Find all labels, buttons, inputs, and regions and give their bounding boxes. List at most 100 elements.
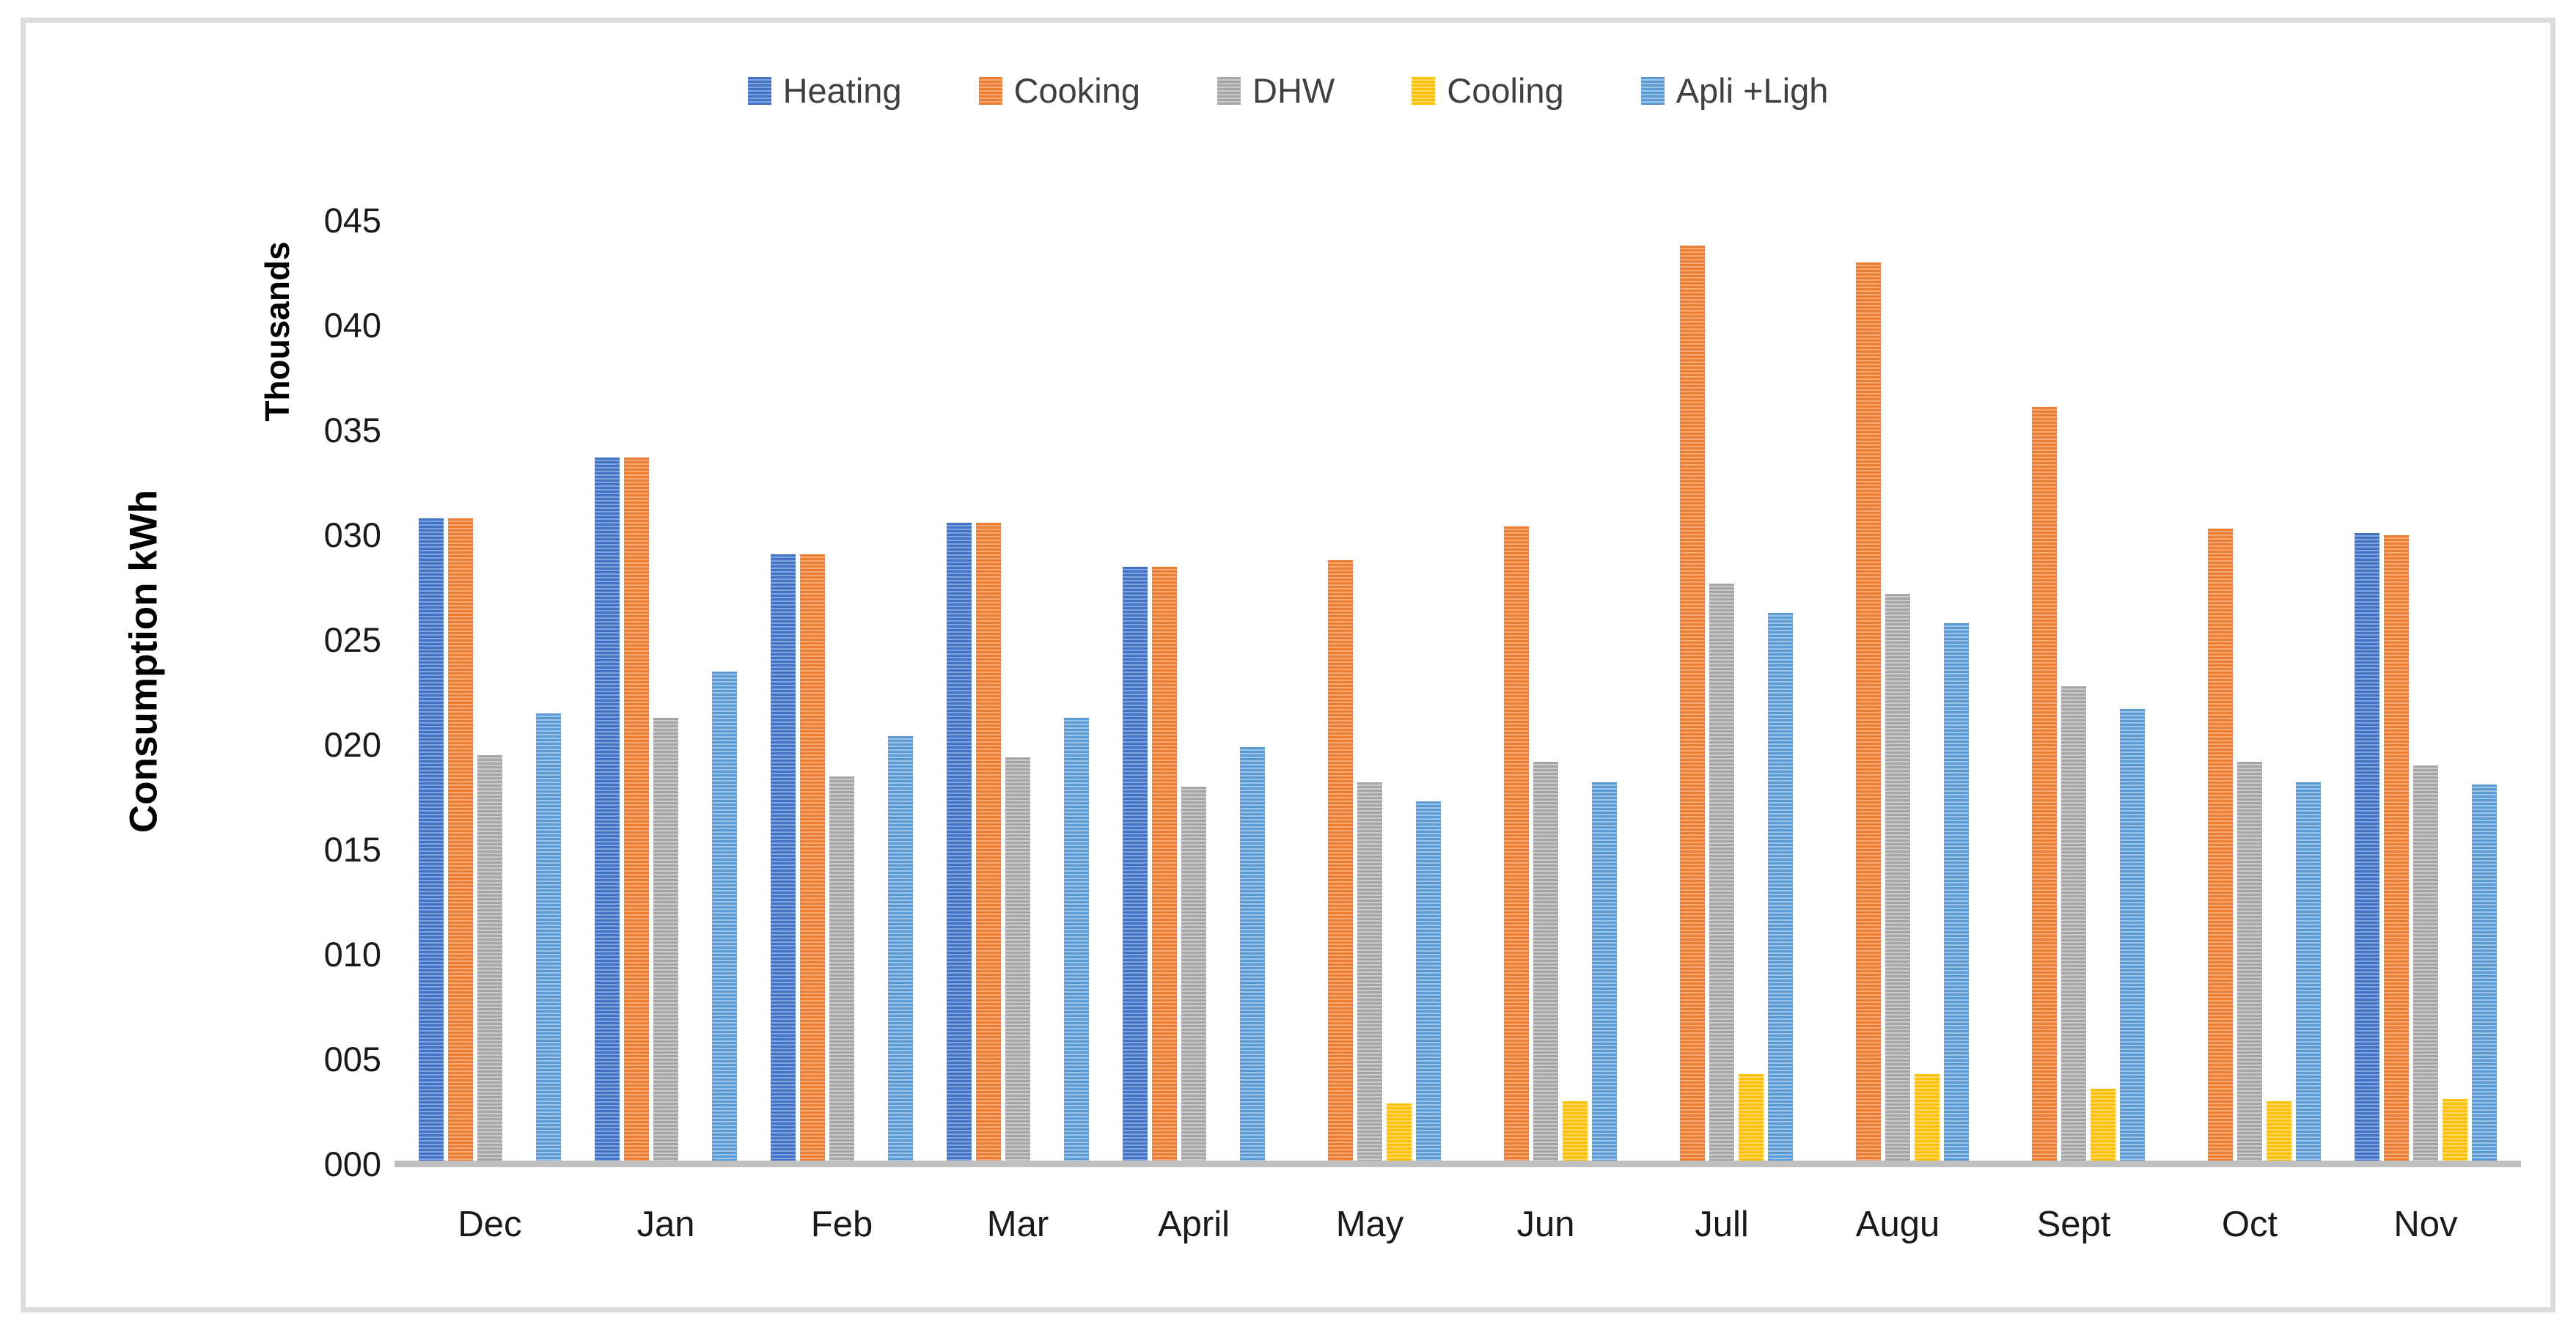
y-tick-label: 000 — [323, 1145, 381, 1183]
bar-cooling-nov — [2443, 1099, 2467, 1162]
x-axis-line — [395, 1161, 2521, 1167]
bar-dhw-dec — [477, 755, 502, 1162]
legend-swatch-icon — [1217, 76, 1241, 105]
bar-group-jull — [1634, 218, 1810, 1162]
bar-heating-feb — [771, 554, 796, 1162]
month-label-april: April — [1157, 1205, 1230, 1244]
bar-cooking-nov — [2384, 535, 2409, 1162]
bar-dhw-jull — [1709, 584, 1734, 1162]
month-label-feb: Feb — [810, 1205, 873, 1244]
bar-group-nov — [2338, 218, 2514, 1162]
month-label-nov: Nov — [2393, 1205, 2458, 1244]
month-label-mar: Mar — [986, 1205, 1049, 1244]
legend-label: Apli +Ligh — [1676, 71, 1829, 110]
bar-group-sept — [1986, 218, 2162, 1162]
legend-swatch-icon — [1412, 76, 1436, 105]
y-tick-label: 045 — [323, 201, 381, 240]
y-tick-label: 035 — [323, 411, 381, 449]
bar-cooking-oct — [2208, 529, 2233, 1162]
legend-item-heating: Heating — [747, 70, 902, 111]
bar-apli-ligh-may — [1416, 801, 1441, 1162]
bar-heating-nov — [2355, 533, 2379, 1162]
bar-cooking-mar — [976, 523, 1001, 1162]
month-label-jull: Jull — [1695, 1205, 1749, 1244]
bar-group-oct — [2162, 218, 2338, 1162]
legend-label: Cooling — [1447, 71, 1564, 110]
bar-dhw-april — [1181, 787, 1206, 1162]
legend-label: Cooking — [1013, 71, 1141, 110]
bar-dhw-nov — [2413, 765, 2438, 1162]
month-label-dec: Dec — [458, 1205, 522, 1244]
legend-label: Heating — [782, 71, 902, 110]
legend-item-cooking: Cooking — [978, 70, 1141, 111]
legend-swatch-icon — [1640, 76, 1665, 105]
bar-apli-ligh-feb — [888, 736, 913, 1162]
x-axis-category-labels: Dec Jan Feb Mar April May Jun Jull Augu Sept Oct No… — [402, 1204, 2514, 1245]
bar-apli-ligh-april — [1240, 747, 1265, 1162]
month-label-augu: Augu — [1855, 1205, 1940, 1244]
legend: Heating Cooking DHW Cooling Apli +Ligh — [0, 70, 2576, 111]
bar-apli-ligh-augu — [1944, 623, 1969, 1162]
y-tick-label: 010 — [323, 935, 381, 974]
bar-group-dec — [402, 218, 578, 1162]
y-axis-title: Consumption kWh — [122, 489, 166, 834]
legend-label: DHW — [1252, 71, 1335, 110]
y-tick-label: 005 — [323, 1040, 381, 1079]
y-tick-label: 030 — [323, 515, 381, 554]
month-label-may: May — [1335, 1205, 1404, 1244]
month-label-jun: Jun — [1516, 1205, 1575, 1244]
bar-heating-mar — [947, 523, 972, 1162]
month-label-oct: Oct — [2221, 1205, 2278, 1244]
bar-dhw-jun — [1533, 762, 1558, 1162]
bar-cooling-jun — [1563, 1101, 1588, 1162]
bar-group-jun — [1458, 218, 1634, 1162]
bar-cooking-jull — [1680, 246, 1705, 1162]
bar-dhw-augu — [1885, 594, 1910, 1162]
legend-swatch-icon — [978, 76, 1002, 105]
bar-group-april — [1106, 218, 1282, 1162]
legend-item-apli-ligh: Apli +Ligh — [1640, 70, 1829, 111]
bar-heating-april — [1123, 567, 1148, 1162]
bar-cooking-augu — [1856, 262, 1881, 1162]
bar-cooking-jan — [624, 458, 649, 1162]
bar-group-jan — [578, 218, 754, 1162]
month-label-sept: Sept — [2036, 1205, 2111, 1244]
bar-apli-ligh-dec — [536, 713, 561, 1162]
bar-apli-ligh-nov — [2472, 785, 2497, 1162]
bar-dhw-oct — [2237, 762, 2262, 1162]
bar-dhw-mar — [1005, 757, 1030, 1162]
legend-item-dhw: DHW — [1217, 70, 1335, 111]
month-label-jan: Jan — [636, 1205, 695, 1244]
bar-apli-ligh-jan — [712, 672, 737, 1162]
bar-apli-ligh-oct — [2296, 782, 2321, 1162]
bar-dhw-sept — [2061, 686, 2086, 1162]
y-tick-label: 040 — [323, 306, 381, 345]
legend-item-cooling: Cooling — [1412, 70, 1564, 111]
plot-area — [402, 218, 2514, 1162]
bar-cooking-jun — [1504, 526, 1529, 1162]
bar-dhw-may — [1357, 782, 1382, 1162]
bar-group-may — [1282, 218, 1458, 1162]
bar-cooling-jull — [1739, 1074, 1764, 1162]
bar-cooling-oct — [2267, 1101, 2291, 1162]
bar-heating-jan — [595, 458, 620, 1162]
bar-dhw-feb — [829, 776, 854, 1162]
bar-cooking-may — [1328, 560, 1353, 1162]
y-tick-label: 015 — [323, 830, 381, 869]
bar-cooling-sept — [2091, 1089, 2116, 1162]
legend-swatch-icon — [747, 76, 771, 105]
bar-apli-ligh-jull — [1768, 613, 1793, 1162]
bar-cooking-dec — [448, 518, 473, 1162]
bar-cooling-augu — [1915, 1074, 1940, 1162]
bar-apli-ligh-sept — [2120, 709, 2145, 1162]
bar-heating-dec — [419, 518, 444, 1162]
bar-cooking-april — [1152, 567, 1177, 1162]
y-tick-label: 020 — [323, 725, 381, 764]
bar-group-feb — [754, 218, 930, 1162]
bar-group-augu — [1810, 218, 1986, 1162]
bar-dhw-jan — [653, 718, 678, 1162]
bar-apli-ligh-jun — [1592, 782, 1617, 1162]
bar-cooling-may — [1387, 1103, 1412, 1162]
bar-cooking-feb — [800, 554, 825, 1162]
bar-cooking-sept — [2032, 407, 2057, 1162]
